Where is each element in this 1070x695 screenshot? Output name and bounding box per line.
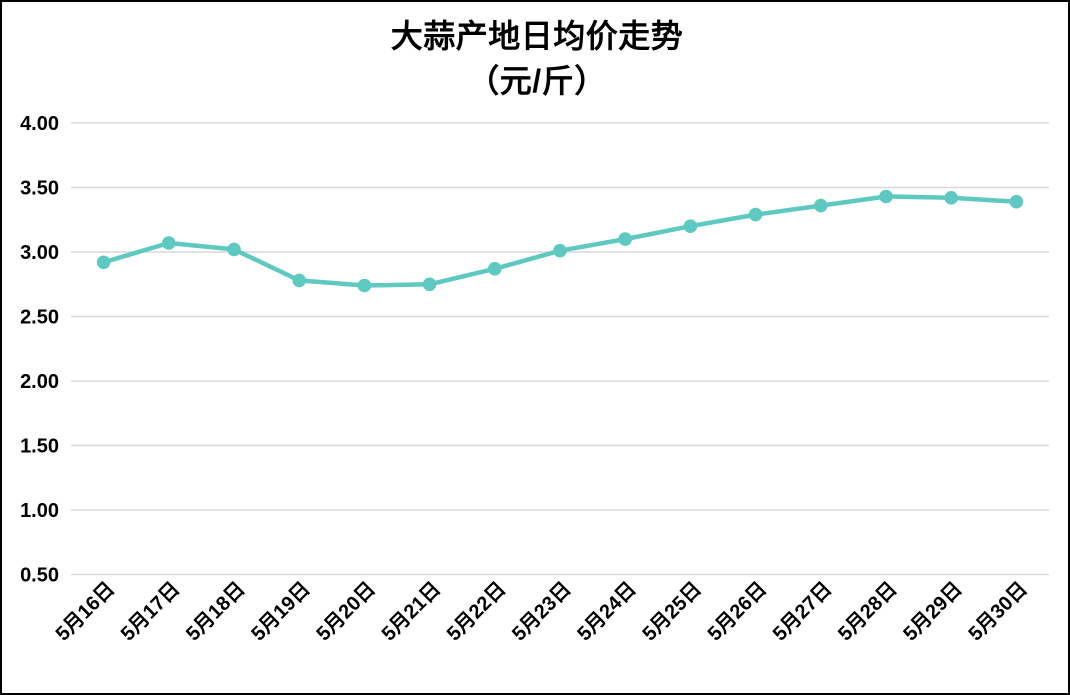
y-axis-tick-label: 0.50 <box>20 565 59 587</box>
x-axis-tick-label: 5月25日 <box>638 578 705 645</box>
y-axis-tick-label: 2.50 <box>20 307 59 329</box>
x-axis-tick-label: 5月21日 <box>378 578 445 645</box>
x-axis-tick-label: 5月20日 <box>312 578 379 645</box>
data-point-marker <box>96 255 111 270</box>
data-point-marker <box>162 236 176 250</box>
data-point-marker <box>553 243 567 258</box>
data-point-marker <box>227 242 241 257</box>
x-axis-tick-label: 5月18日 <box>182 578 249 645</box>
y-axis-tick-label: 1.00 <box>20 500 59 522</box>
chart-title: 大蒜产地日均价走势 （元/斤） <box>2 14 1068 104</box>
x-axis-tick-label: 5月23日 <box>508 578 575 645</box>
x-axis-tick-label: 5月22日 <box>443 578 510 645</box>
y-axis-tick-label: 3.50 <box>20 178 59 200</box>
x-axis-tick-label: 5月16日 <box>52 578 119 645</box>
y-axis-tick-label: 1.50 <box>20 436 59 458</box>
data-point-marker <box>748 207 763 222</box>
data-point-marker <box>683 219 698 233</box>
x-axis-tick-label: 5月26日 <box>704 578 771 645</box>
data-point-marker <box>618 232 632 246</box>
y-axis-tick-label: 4.00 <box>20 113 59 135</box>
data-point-marker <box>944 191 958 205</box>
data-point-marker <box>488 262 502 276</box>
x-axis-tick-label: 5月28日 <box>834 578 901 645</box>
data-point-marker <box>879 189 893 204</box>
x-axis-tick-label: 5月19日 <box>247 578 314 645</box>
chart-title-line1: 大蒜产地日均价走势 <box>390 18 684 54</box>
data-point-marker <box>292 273 307 288</box>
data-point-marker <box>814 198 828 213</box>
x-axis-tick-label: 5月30日 <box>964 578 1031 645</box>
y-axis-tick-label: 3.00 <box>20 242 59 264</box>
x-axis-tick-label: 5月24日 <box>573 578 640 645</box>
x-axis-tick-label: 5月17日 <box>117 578 184 645</box>
chart-title-line2: （元/斤） <box>467 63 607 99</box>
x-axis-tick-label: 5月27日 <box>769 578 836 645</box>
price-trend-line <box>101 194 1019 288</box>
y-axis-tick-label: 2.00 <box>20 371 59 393</box>
data-point-marker <box>357 278 372 293</box>
x-axis-tick-label: 5月29日 <box>899 578 966 645</box>
data-point-marker <box>1009 194 1024 209</box>
data-point-marker <box>422 277 437 292</box>
